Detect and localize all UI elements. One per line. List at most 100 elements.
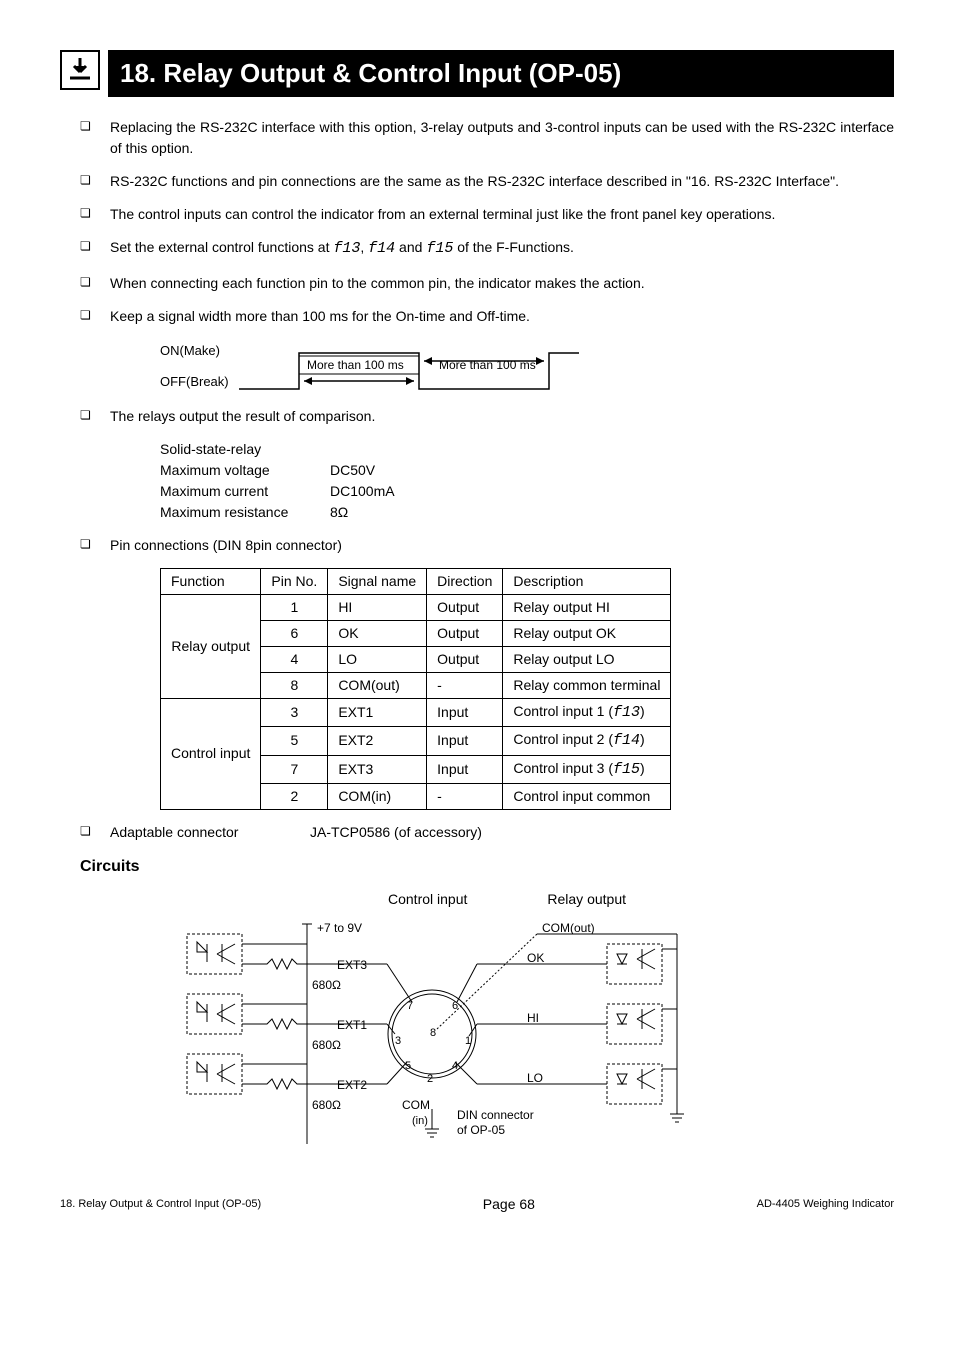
- pin-1: 1: [465, 1035, 471, 1047]
- circuit-schematic-icon: +7 to 9V EXT3 680Ω EXT1 680Ω: [127, 914, 827, 1174]
- footer-page: Page 68: [483, 1194, 535, 1215]
- timing-msg2: More than 100 ms: [439, 358, 536, 372]
- bullet-item: Replacing the RS-232C interface with thi…: [80, 117, 894, 159]
- table-header-row: Function Pin No. Signal name Direction D…: [161, 568, 671, 594]
- td: -: [427, 784, 503, 810]
- bullet-item: Pin connections (DIN 8pin connector): [80, 535, 894, 556]
- relay-output-title: Relay output: [547, 889, 626, 910]
- spec-value: DC100mA: [330, 481, 395, 502]
- td: Relay common terminal: [503, 672, 671, 698]
- td: Relay output LO: [503, 646, 671, 672]
- td: Relay output OK: [503, 620, 671, 646]
- seg-code: f13: [333, 240, 360, 257]
- td: Control input common: [503, 784, 671, 810]
- com-out-label: COM(out): [542, 921, 595, 935]
- page-footer: 18. Relay Output & Control Input (OP-05)…: [60, 1194, 894, 1215]
- td: Input: [427, 727, 503, 756]
- pin-5: 5: [405, 1060, 411, 1072]
- bullet-item: Set the external control functions at f1…: [80, 237, 894, 261]
- text: and: [395, 239, 426, 255]
- res-label: 680Ω: [312, 1098, 341, 1112]
- com-in-label: COM: [402, 1098, 430, 1112]
- spec-label: Maximum voltage: [160, 460, 330, 481]
- circuits-diagram: Control input Relay output: [120, 889, 894, 914]
- download-underline-icon: [60, 50, 100, 90]
- pin-2: 2: [427, 1073, 433, 1085]
- pin-table: Function Pin No. Signal name Direction D…: [160, 568, 671, 811]
- td: 1: [261, 594, 328, 620]
- lo-label: LO: [527, 1071, 543, 1085]
- spec-label: Maximum resistance: [160, 502, 330, 523]
- spec-label: Maximum current: [160, 481, 330, 502]
- bullet-item: The relays output the result of comparis…: [80, 406, 894, 427]
- td-func: Control input: [161, 698, 261, 810]
- td: Control input 2 (f14): [503, 727, 671, 756]
- hi-label: HI: [527, 1011, 539, 1025]
- footer-left: 18. Relay Output & Control Input (OP-05): [60, 1196, 261, 1213]
- ext2-label: EXT2: [337, 1078, 367, 1092]
- td: Output: [427, 594, 503, 620]
- ok-label: OK: [527, 951, 544, 965]
- td: Input: [427, 755, 503, 784]
- text: ,: [360, 239, 368, 255]
- section-title: 18. Relay Output & Control Input (OP-05): [108, 50, 894, 97]
- th: Description: [503, 568, 671, 594]
- td-func: Relay output: [161, 594, 261, 698]
- relay-specs: Solid-state-relay Maximum voltageDC50V M…: [160, 439, 894, 523]
- spec-title: Solid-state-relay: [160, 439, 261, 460]
- td: EXT2: [328, 727, 427, 756]
- td: 4: [261, 646, 328, 672]
- timing-waveform-icon: More than 100 ms More than 100 ms: [239, 339, 589, 394]
- pin-4: 4: [452, 1060, 458, 1072]
- td: 8: [261, 672, 328, 698]
- res-label: 680Ω: [312, 978, 341, 992]
- control-input-title: Control input: [388, 889, 467, 910]
- td: COM(in): [328, 784, 427, 810]
- adaptable-label: Adaptable connector: [110, 822, 310, 843]
- voltage-label: +7 to 9V: [317, 921, 362, 935]
- seg-code: f15: [426, 240, 453, 257]
- td: Control input 1 (f13): [503, 698, 671, 727]
- seg-code: f14: [368, 240, 395, 257]
- th: Signal name: [328, 568, 427, 594]
- svg-text:of OP-05: of OP-05: [457, 1123, 505, 1137]
- bullet-item: RS-232C functions and pin connections ar…: [80, 171, 894, 192]
- circuits-heading: Circuits: [80, 855, 894, 879]
- text: of the F-Functions.: [453, 239, 574, 255]
- pin-8: 8: [430, 1027, 436, 1039]
- ext3-label: EXT3: [337, 958, 367, 972]
- td: 5: [261, 727, 328, 756]
- th: Pin No.: [261, 568, 328, 594]
- timing-diagram: ON(Make) OFF(Break) More than 100 ms Mor…: [160, 339, 894, 394]
- td: EXT1: [328, 698, 427, 727]
- section-header: 18. Relay Output & Control Input (OP-05): [60, 50, 894, 97]
- pin-3: 3: [395, 1035, 401, 1047]
- bullet-item: When connecting each function pin to the…: [80, 273, 894, 294]
- td: OK: [328, 620, 427, 646]
- td: EXT3: [328, 755, 427, 784]
- res-label: 680Ω: [312, 1038, 341, 1052]
- on-label: ON(Make): [160, 341, 229, 361]
- td: COM(out): [328, 672, 427, 698]
- td: LO: [328, 646, 427, 672]
- td: Output: [427, 620, 503, 646]
- table-row: Control input 3 EXT1 Input Control input…: [161, 698, 671, 727]
- td: 2: [261, 784, 328, 810]
- text: Set the external control functions at: [110, 239, 333, 255]
- th: Direction: [427, 568, 503, 594]
- td: Input: [427, 698, 503, 727]
- td: Output: [427, 646, 503, 672]
- adaptable-value: JA-TCP0586 (of accessory): [310, 822, 482, 843]
- timing-msg1: More than 100 ms: [307, 358, 404, 372]
- bullet-item: The control inputs can control the indic…: [80, 204, 894, 225]
- bullet-item: Keep a signal width more than 100 ms for…: [80, 306, 894, 327]
- td: HI: [328, 594, 427, 620]
- td: Relay output HI: [503, 594, 671, 620]
- svg-text:(in): (in): [412, 1115, 428, 1127]
- ext1-label: EXT1: [337, 1018, 367, 1032]
- din-label: DIN connector: [457, 1108, 534, 1122]
- td: Control input 3 (f15): [503, 755, 671, 784]
- th: Function: [161, 568, 261, 594]
- spec-value: 8Ω: [330, 502, 348, 523]
- td: 3: [261, 698, 328, 727]
